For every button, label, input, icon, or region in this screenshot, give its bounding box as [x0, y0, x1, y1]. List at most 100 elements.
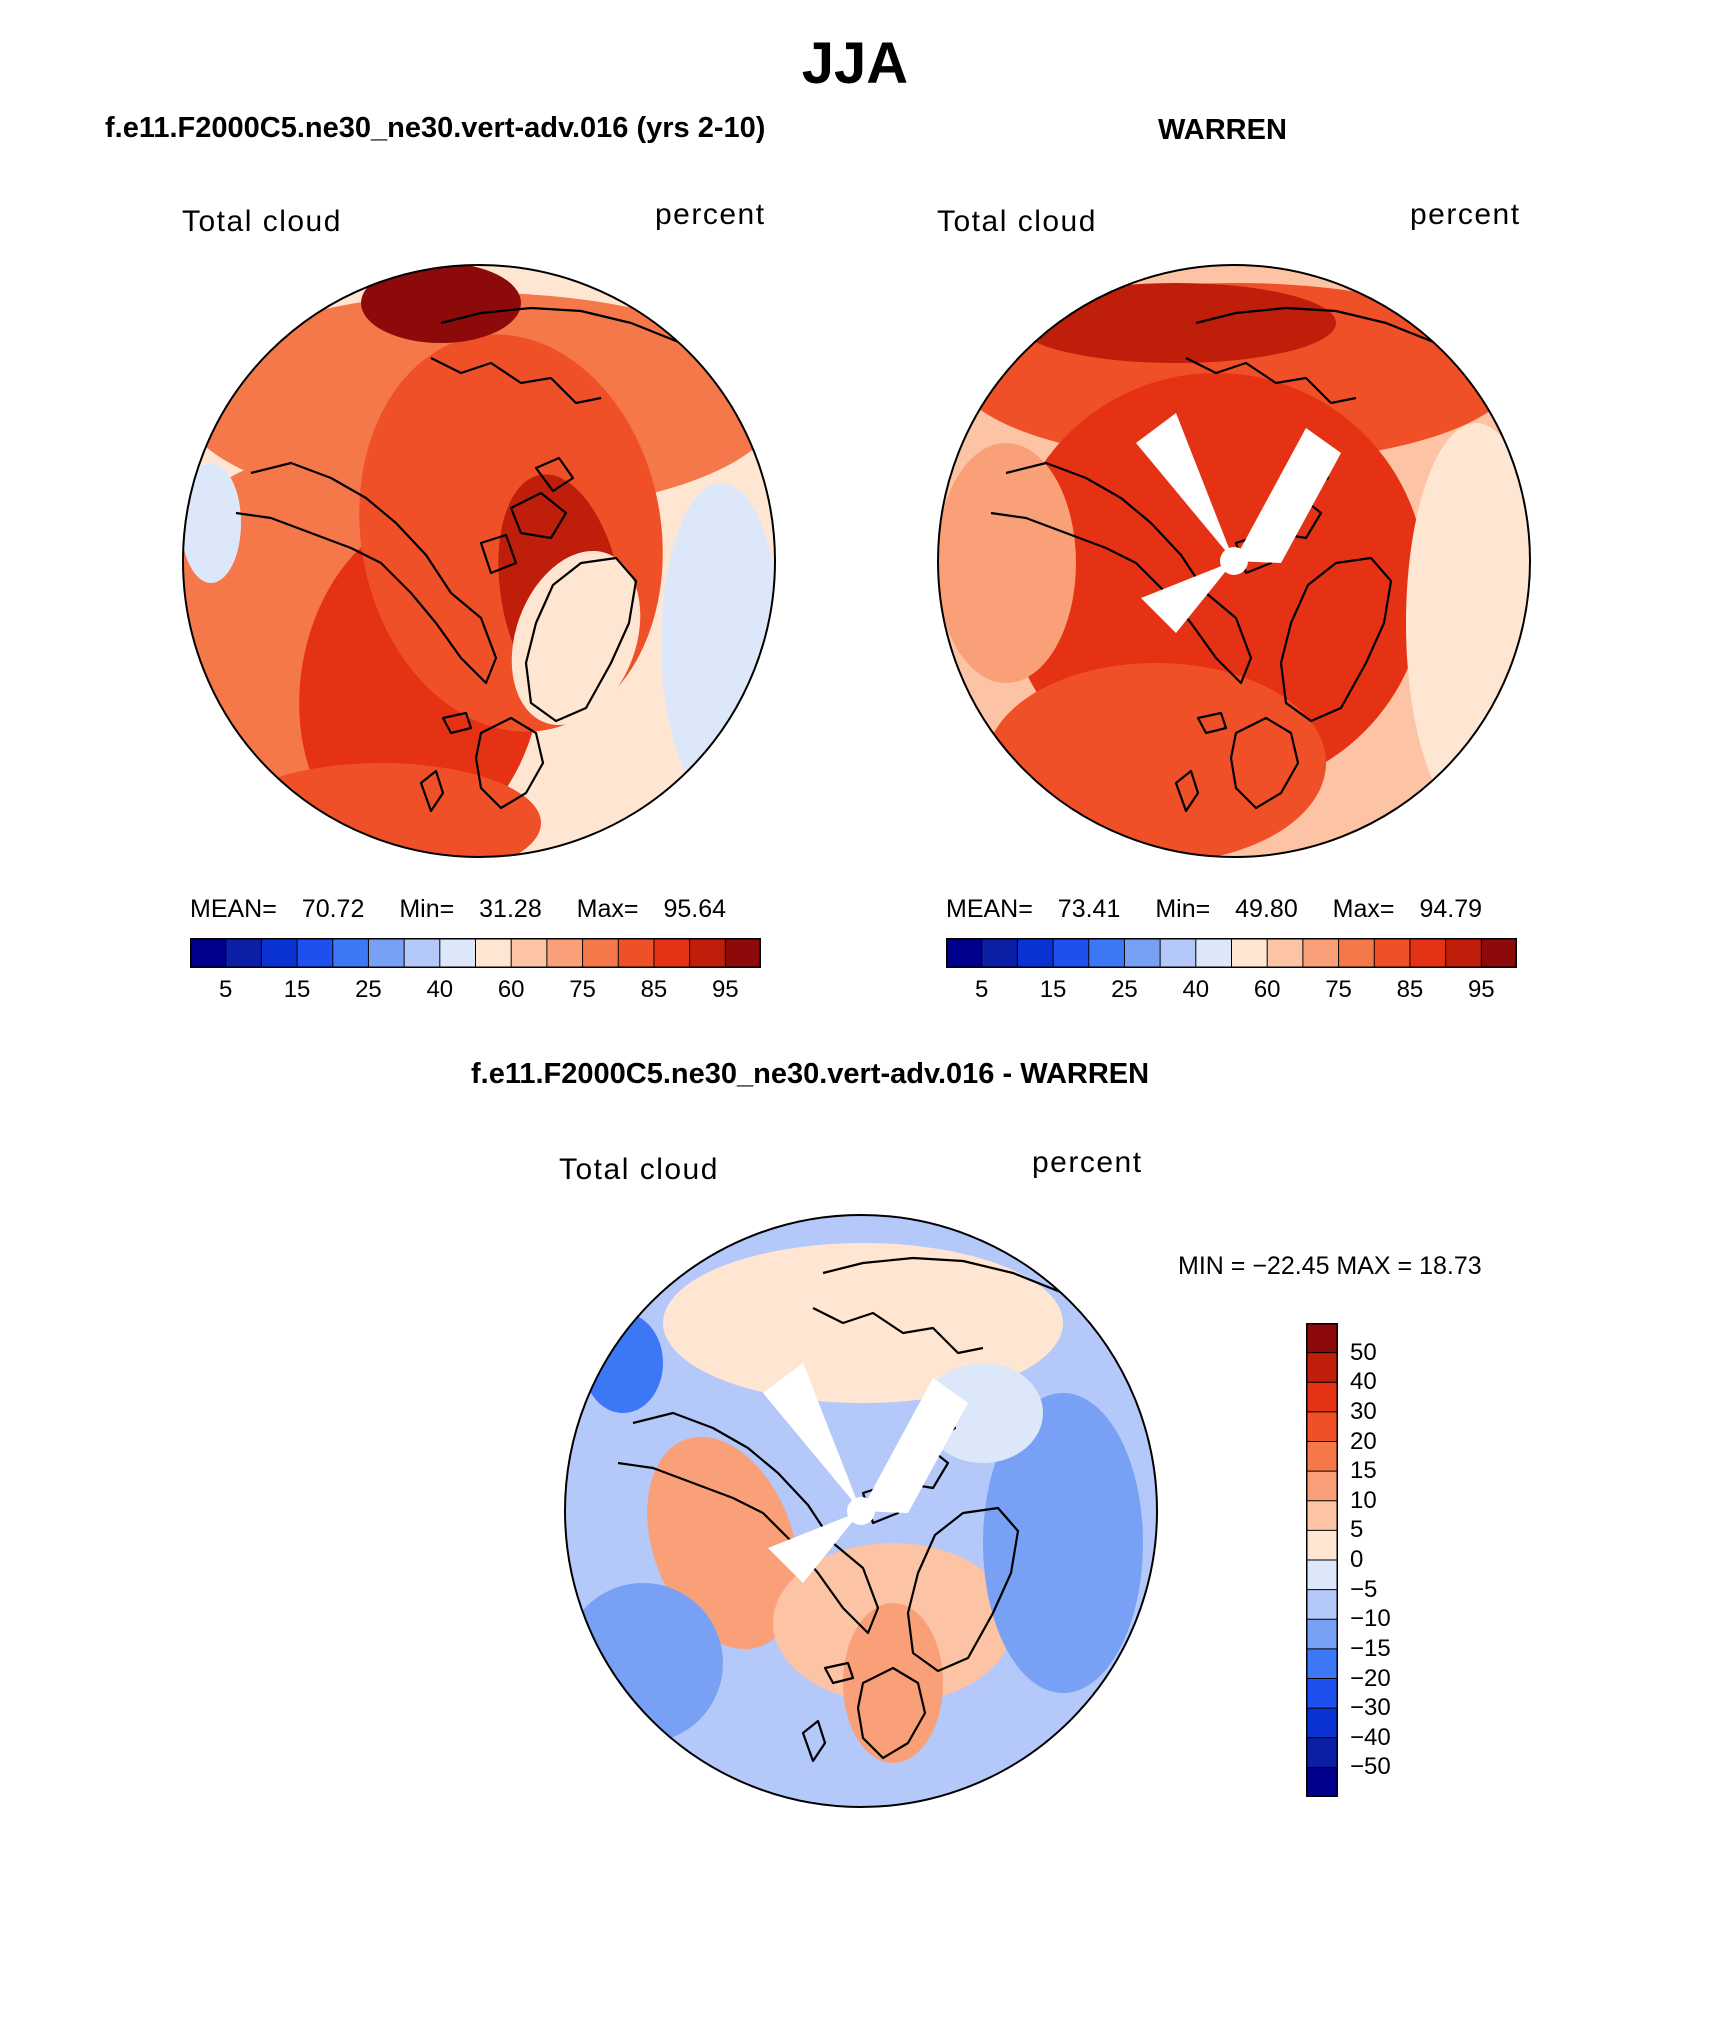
panel-model-colorbar-ticks: 5 15 25 40 60 75 85 95 — [190, 976, 761, 1008]
panel-diff-polar-map — [564, 1214, 1158, 1808]
cloud-field-region — [221, 763, 541, 857]
min-label: Min= — [399, 895, 455, 923]
colorbar-tick-label: 40 — [1182, 976, 1210, 1003]
colorbar-tick-label: 95 — [711, 976, 739, 1003]
missing-data-sector — [763, 1363, 861, 1511]
colorbar-swatch — [582, 938, 619, 968]
colorbar-swatch — [332, 938, 369, 968]
panel-diff-colorbar-ticks: 50 40 30 20 15 10 5 0 −5 −10 −15 −20 −30 −40 −50 — [1348, 1323, 1438, 1797]
coastline — [1196, 711, 1228, 735]
panel-diff-title: f.e11.F2000C5.ne30_ne30.vert-adv.016 - W… — [471, 1058, 1150, 1090]
coastline — [534, 456, 575, 493]
max-value: 95.64 — [663, 895, 727, 923]
colorbar-swatch — [190, 938, 227, 968]
coastline — [801, 1719, 827, 1763]
cloud-field-region — [986, 663, 1326, 857]
colorbar-swatch — [1306, 1323, 1338, 1354]
panel-diff-variable-label: Total cloud — [559, 1153, 719, 1186]
panel-model-stats: MEAN= 70.72 Min= 31.28 Max= 95.64 — [190, 895, 726, 924]
cloud-field-region — [583, 1313, 663, 1413]
colorbar-swatch — [1306, 1589, 1338, 1620]
colorbar-swatch — [511, 938, 548, 968]
colorbar-tick-label: 75 — [569, 976, 596, 1003]
colorbar-tick-label: 75 — [1325, 976, 1352, 1003]
colorbar-swatch — [689, 938, 726, 968]
figure-title: JJA — [801, 31, 909, 96]
cloud-field-region — [923, 1363, 1043, 1463]
cloud-field-region — [843, 1603, 943, 1763]
missing-data-sector — [1141, 561, 1234, 633]
colorbar-swatch — [1374, 938, 1411, 968]
colorbar-swatch — [1338, 938, 1375, 968]
colorbar-swatch — [1302, 938, 1340, 968]
colorbar-swatch — [1306, 1411, 1338, 1442]
coastline — [906, 1506, 1020, 1673]
colorbar-tick-label: 95 — [1467, 976, 1495, 1003]
colorbar-tick-label: −15 — [1350, 1634, 1391, 1662]
colorbar-swatch — [475, 938, 512, 968]
coastline — [990, 461, 1253, 685]
panel-model-colorbar — [190, 938, 761, 968]
max-label: Max= — [1332, 895, 1395, 923]
missing-data-sector — [1136, 413, 1234, 561]
coastline — [430, 357, 602, 405]
panel-obs-units-label: percent — [1410, 198, 1521, 231]
coastline — [479, 533, 518, 575]
colorbar-swatch — [1306, 1382, 1338, 1413]
cloud-field-region — [663, 1243, 1063, 1403]
missing-data-sector — [861, 1378, 968, 1513]
colorbar-swatch — [546, 938, 584, 968]
panel-model-title: f.e11.F2000C5.ne30_ne30.vert-adv.016 (yr… — [105, 112, 766, 144]
colorbar-swatch — [725, 938, 761, 968]
colorbar-swatch — [981, 938, 1018, 968]
panel-model-units-label: percent — [655, 198, 766, 231]
cloud-field-region — [1406, 423, 1530, 823]
colorbar-tick-label: 60 — [497, 976, 525, 1003]
colorbar-swatch — [225, 938, 262, 968]
colorbar-swatch — [618, 938, 655, 968]
map-border — [937, 264, 1531, 858]
coastline — [1279, 556, 1393, 723]
min-label: Min= — [1155, 895, 1211, 923]
colorbar-swatch — [653, 938, 691, 968]
pole-hole — [1220, 547, 1248, 575]
colorbar-tick-label: 5 — [1350, 1516, 1364, 1544]
colorbar-swatch — [404, 938, 441, 968]
map-border — [564, 1214, 1158, 1808]
colorbar-tick-label: 20 — [1350, 1427, 1377, 1455]
coastline — [509, 491, 568, 540]
coastline — [1229, 716, 1300, 810]
colorbar-swatch — [1017, 938, 1054, 968]
mean-label: MEAN= — [190, 895, 277, 923]
missing-data-sector — [768, 1511, 861, 1583]
colorbar-swatch — [1306, 1708, 1338, 1739]
colorbar-tick-label: 10 — [1350, 1486, 1377, 1514]
colorbar-tick-label: 5 — [975, 976, 989, 1003]
mean-label: MEAN= — [946, 895, 1033, 923]
panel-obs-colorbar — [946, 938, 1517, 968]
colorbar-tick-label: 60 — [1253, 976, 1281, 1003]
colorbar-tick-label: 40 — [1350, 1368, 1377, 1396]
panel-model-variable-label: Total cloud — [182, 205, 342, 238]
colorbar-swatch — [1306, 1500, 1338, 1531]
colorbar-swatch — [368, 938, 405, 968]
colorbar-swatch — [1306, 1441, 1338, 1472]
colorbar-swatch — [1306, 1737, 1338, 1768]
colorbar-swatch — [1306, 1530, 1338, 1561]
colorbar-swatch — [1481, 938, 1517, 968]
colorbar-swatch — [1306, 1648, 1338, 1679]
colorbar-tick-label: 50 — [1350, 1338, 1377, 1366]
panel-obs-stats: MEAN= 73.41 Min= 49.80 Max= 94.79 — [946, 895, 1482, 924]
coastline — [419, 769, 445, 813]
coastline — [474, 716, 545, 810]
colorbar-tick-label: 40 — [426, 976, 454, 1003]
colorbar-swatch — [1267, 938, 1304, 968]
panel-diff-units-label: percent — [1032, 1146, 1143, 1179]
cloud-field-region — [565, 1583, 723, 1743]
colorbar-tick-label: 85 — [640, 976, 668, 1003]
coastline — [1174, 769, 1200, 813]
colorbar-swatch — [1409, 938, 1447, 968]
mean-value: 73.41 — [1057, 895, 1121, 923]
colorbar-tick-label: −40 — [1350, 1723, 1391, 1751]
coastline — [823, 1661, 855, 1685]
